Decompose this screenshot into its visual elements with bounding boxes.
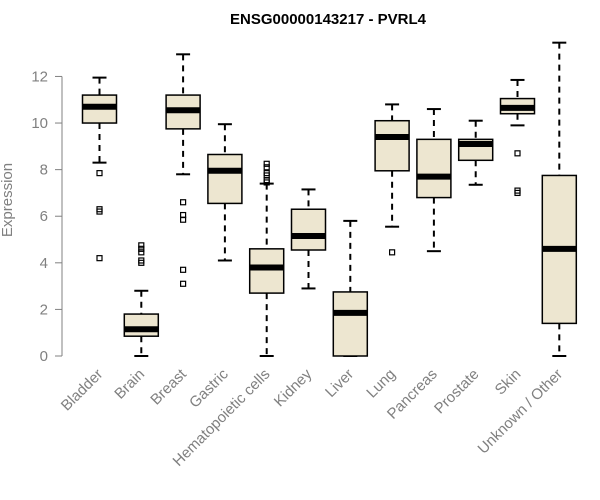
x-tick-label: Liver: [322, 366, 357, 401]
outlier-point: [263, 164, 270, 171]
outlier-point: [96, 255, 103, 262]
box-group: [123, 242, 160, 357]
box-group: [416, 108, 452, 253]
box-group: [332, 219, 369, 357]
outlier-point: [389, 249, 396, 256]
x-tick-label: Prostate: [431, 366, 483, 418]
y-tick-label: 4: [40, 255, 48, 272]
boxes-layer: [81, 41, 578, 357]
box-iqr: [248, 248, 285, 294]
outlier-point: [180, 280, 187, 287]
outlier-point: [514, 189, 521, 197]
y-tick-label: 12: [31, 68, 48, 85]
box-group: [165, 53, 201, 287]
box-group: [81, 76, 118, 262]
box-group: [248, 160, 285, 357]
box-group: [374, 103, 410, 256]
box-iqr: [416, 138, 452, 199]
box-iqr: [332, 291, 369, 357]
box-iqr: [207, 153, 243, 205]
x-tick-label: Kidney: [271, 365, 316, 410]
y-axis-title: Expression: [0, 163, 16, 237]
outlier-point: [96, 170, 103, 177]
outlier-point: [138, 259, 145, 266]
outlier-point: [138, 245, 145, 252]
outlier-point: [96, 208, 103, 215]
box-group: [207, 123, 243, 262]
y-tick-label: 6: [40, 208, 48, 225]
y-tick-label: 8: [40, 162, 48, 179]
y-tick-label: 10: [31, 115, 48, 132]
outlier-point: [263, 179, 270, 186]
box-iqr: [123, 313, 160, 337]
y-axis: 0 2 4 6 8 10 12: [31, 68, 63, 365]
outlier-point: [263, 160, 270, 167]
outlier-point: [180, 199, 187, 206]
x-tick-label: Breast: [147, 365, 190, 408]
y-tick-label: 0: [40, 348, 48, 365]
box-iqr: [290, 208, 327, 251]
box-iqr: [374, 119, 410, 172]
box-group: [541, 41, 578, 357]
x-tick-label: Bladder: [58, 366, 107, 415]
y-tick-label: 2: [40, 301, 48, 318]
x-tick-label: Brain: [111, 366, 148, 403]
outlier-point: [514, 150, 521, 157]
outlier-point: [138, 242, 145, 249]
x-tick-label: Skin: [492, 366, 525, 399]
outlier-point: [138, 249, 145, 256]
box-group: [499, 78, 536, 197]
box-group: [457, 119, 494, 186]
box-group: [290, 188, 327, 290]
chart-title: ENSG00000143217 - PVRL4: [230, 11, 427, 28]
outlier-point: [180, 266, 187, 273]
outlier-point: [180, 216, 187, 223]
x-tick-label: Lung: [363, 366, 399, 402]
